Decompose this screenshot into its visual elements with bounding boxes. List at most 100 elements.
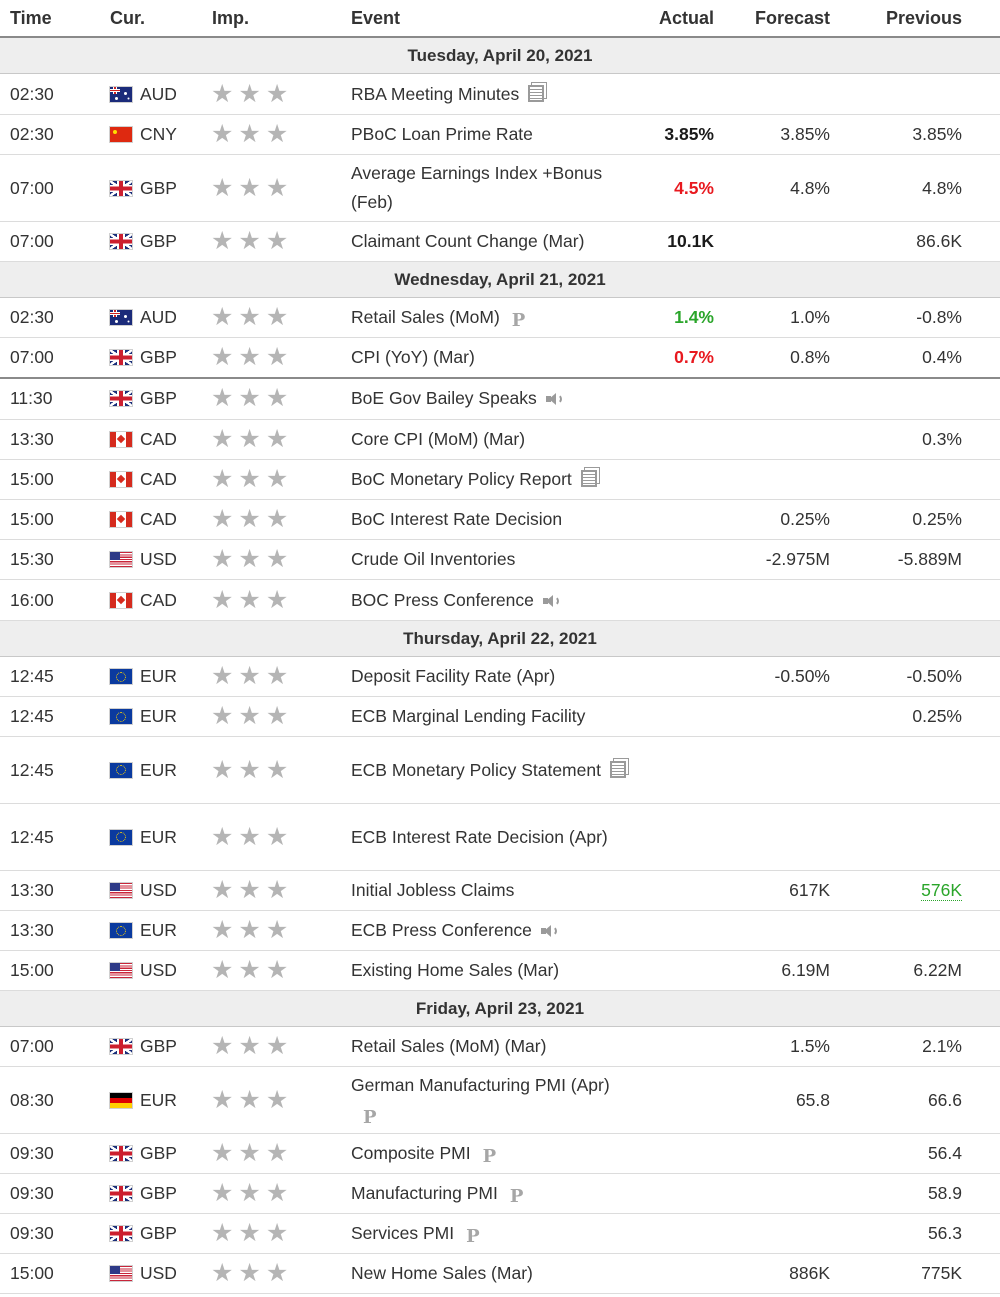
event-name-link[interactable]: BoC Monetary Policy Report xyxy=(351,469,572,489)
event-row[interactable]: 07:00 GBP ★★★ Claimant Count Change (Mar) 10… xyxy=(0,221,1000,262)
previous-value[interactable]: 576K xyxy=(921,880,962,901)
event-row[interactable]: 11:30 GBP ★★★ BoE Gov Bailey Speaks xyxy=(0,377,1000,420)
event-row[interactable]: 15:00 USD ★★★ New Home Sales (Mar) 886K 775K xyxy=(0,1253,1000,1294)
previous-value: 775K xyxy=(921,1263,962,1283)
event-name-link[interactable]: Average Earnings Index +Bonus (Feb) xyxy=(351,163,603,212)
event-name-link[interactable]: PBoC Loan Prime Rate xyxy=(351,124,533,144)
event-name-link[interactable]: Retail Sales (MoM) xyxy=(351,307,500,327)
column-header-currency[interactable]: Cur. xyxy=(100,0,205,38)
event-name-cell[interactable]: ECB Marginal Lending Facility xyxy=(346,696,630,737)
event-row[interactable]: 12:45 EUR ★★★ ECB Marginal Lending Facility… xyxy=(0,696,1000,737)
event-name-link[interactable]: BoE Gov Bailey Speaks xyxy=(351,388,537,409)
event-name-link[interactable]: New Home Sales (Mar) xyxy=(351,1263,533,1283)
event-name-link[interactable]: RBA Meeting Minutes xyxy=(351,83,520,104)
event-row[interactable]: 15:00 CAD ★★★ BoC Monetary Policy Report xyxy=(0,459,1000,500)
actual-cell xyxy=(630,656,720,697)
event-name-link[interactable]: Claimant Count Change (Mar) xyxy=(351,231,585,251)
event-row[interactable]: 02:30 AUD ★★★ Retail Sales (MoM) P 1.4% 1.0% -0… xyxy=(0,297,1000,338)
event-name-link[interactable]: ECB Marginal Lending Facility xyxy=(351,706,586,726)
event-row[interactable]: 02:30 CNY ★★★ PBoC Loan Prime Rate 3.85% 3.85… xyxy=(0,114,1000,155)
row-spacer xyxy=(966,803,1000,871)
flag-gbp-icon xyxy=(110,391,132,407)
event-name-cell[interactable]: ECB Monetary Policy Statement xyxy=(346,736,630,804)
event-name-link[interactable]: Deposit Facility Rate (Apr) xyxy=(351,666,556,686)
event-name-cell[interactable]: Retail Sales (MoM) (Mar) xyxy=(346,1026,630,1067)
previous-value: 0.25% xyxy=(912,509,962,529)
row-spacer xyxy=(966,910,1000,951)
event-name-link[interactable]: ECB Press Conference xyxy=(351,920,532,940)
column-header-actual[interactable]: Actual xyxy=(630,0,720,38)
event-name-cell[interactable]: ECB Press Conference xyxy=(346,910,630,951)
event-time: 07:00 xyxy=(0,337,100,379)
event-name-link[interactable]: Existing Home Sales (Mar) xyxy=(351,960,560,980)
event-row[interactable]: 13:30 USD ★★★ Initial Jobless Claims 617K 576… xyxy=(0,870,1000,911)
event-name-cell[interactable]: New Home Sales (Mar) xyxy=(346,1253,630,1294)
event-row[interactable]: 02:30 AUD ★★★ RBA Meeting Minutes xyxy=(0,73,1000,115)
event-name-link[interactable]: Core CPI (MoM) (Mar) xyxy=(351,429,526,449)
column-header-importance[interactable]: Imp. xyxy=(205,0,346,38)
importance-stars-icon: ★★★ xyxy=(211,585,294,614)
event-name-link[interactable]: Composite PMI xyxy=(351,1143,471,1163)
event-row[interactable]: 07:00 GBP ★★★ CPI (YoY) (Mar) 0.7% 0.8% 0.4% xyxy=(0,337,1000,379)
event-currency: GBP xyxy=(140,177,177,198)
event-name-cell[interactable]: Manufacturing PMI P xyxy=(346,1173,630,1214)
event-name-cell[interactable]: Composite PMI P xyxy=(346,1133,630,1174)
event-row[interactable]: 09:30 GBP ★★★ Services PMI P 56.3 xyxy=(0,1213,1000,1254)
event-name-link[interactable]: Services PMI xyxy=(351,1223,455,1243)
event-name-cell[interactable]: Crude Oil Inventories xyxy=(346,539,630,580)
event-name-cell[interactable]: Core CPI (MoM) (Mar) xyxy=(346,419,630,460)
event-name-cell[interactable]: PBoC Loan Prime Rate xyxy=(346,114,630,155)
event-row[interactable]: 13:30 EUR ★★★ ECB Press Conference xyxy=(0,910,1000,951)
event-name-cell[interactable]: BoC Interest Rate Decision xyxy=(346,499,630,540)
event-name-cell[interactable]: Initial Jobless Claims xyxy=(346,870,630,911)
event-row[interactable]: 07:00 GBP ★★★ Average Earnings Index +Bonus… xyxy=(0,154,1000,222)
event-row[interactable]: 15:30 USD ★★★ Crude Oil Inventories -2.975M -… xyxy=(0,539,1000,580)
event-row[interactable]: 15:00 CAD ★★★ BoC Interest Rate Decision 0.2… xyxy=(0,499,1000,540)
event-row[interactable]: 12:45 EUR ★★★ ECB Interest Rate Decision (A… xyxy=(0,803,1000,871)
forecast-value xyxy=(720,1213,836,1254)
event-name-cell[interactable]: BOC Press Conference xyxy=(346,579,630,621)
event-name-link[interactable]: Manufacturing PMI xyxy=(351,1183,498,1203)
event-currency: EUR xyxy=(140,666,177,686)
event-name-cell[interactable]: Services PMI P xyxy=(346,1213,630,1254)
event-row[interactable]: 09:30 GBP ★★★ Composite PMI P 56.4 xyxy=(0,1133,1000,1174)
event-name-cell[interactable]: CPI (YoY) (Mar) xyxy=(346,337,630,379)
event-name-cell[interactable]: Retail Sales (MoM) P xyxy=(346,297,630,338)
event-name-cell[interactable]: Average Earnings Index +Bonus (Feb) xyxy=(346,154,630,222)
event-name-cell[interactable]: German Manufacturing PMI (Apr) P xyxy=(346,1066,630,1134)
event-row[interactable]: 09:30 GBP ★★★ Manufacturing PMI P 58.9 xyxy=(0,1173,1000,1214)
previous-value: 86.6K xyxy=(916,231,962,251)
event-row[interactable]: 12:45 EUR ★★★ Deposit Facility Rate (Apr) -0… xyxy=(0,656,1000,697)
event-name-cell[interactable]: BoE Gov Bailey Speaks xyxy=(346,377,630,420)
event-row[interactable]: 07:00 GBP ★★★ Retail Sales (MoM) (Mar) 1.5% 2… xyxy=(0,1026,1000,1067)
event-row[interactable]: 16:00 CAD ★★★ BOC Press Conference xyxy=(0,579,1000,621)
event-name-link[interactable]: CPI (YoY) (Mar) xyxy=(351,346,475,367)
event-name-cell[interactable]: ECB Interest Rate Decision (Apr) xyxy=(346,803,630,871)
column-header-event[interactable]: Event xyxy=(346,0,630,38)
event-currency: USD xyxy=(140,1263,177,1283)
forecast-value: 0.25% xyxy=(720,499,836,540)
event-row[interactable]: 08:30 EUR ★★★ German Manufacturing PMI (Apr… xyxy=(0,1066,1000,1134)
event-row[interactable]: 12:45 EUR ★★★ ECB Monetary Policy Statement xyxy=(0,736,1000,804)
event-name-link[interactable]: German Manufacturing PMI (Apr) xyxy=(351,1075,610,1095)
event-name-link[interactable]: BOC Press Conference xyxy=(351,589,534,610)
column-header-forecast[interactable]: Forecast xyxy=(720,0,836,38)
event-name-link[interactable]: ECB Monetary Policy Statement xyxy=(351,759,601,780)
event-name-link[interactable]: ECB Interest Rate Decision (Apr) xyxy=(351,826,608,847)
column-header-previous[interactable]: Previous xyxy=(836,0,966,38)
previous-value: 0.25% xyxy=(912,706,962,726)
event-name-cell[interactable]: Deposit Facility Rate (Apr) xyxy=(346,656,630,697)
event-name-link[interactable]: BoC Interest Rate Decision xyxy=(351,509,563,529)
forecast-value: 4.8% xyxy=(720,154,836,222)
previous-value: -0.50% xyxy=(906,666,962,686)
event-name-cell[interactable]: Claimant Count Change (Mar) xyxy=(346,221,630,262)
event-row[interactable]: 15:00 USD ★★★ Existing Home Sales (Mar) 6.19… xyxy=(0,950,1000,991)
event-name-cell[interactable]: RBA Meeting Minutes xyxy=(346,73,630,115)
event-name-link[interactable]: Crude Oil Inventories xyxy=(351,549,516,569)
event-name-link[interactable]: Retail Sales (MoM) (Mar) xyxy=(351,1036,547,1056)
event-row[interactable]: 13:30 CAD ★★★ Core CPI (MoM) (Mar) 0.3% xyxy=(0,419,1000,460)
event-name-link[interactable]: Initial Jobless Claims xyxy=(351,880,515,900)
column-header-time[interactable]: Time xyxy=(0,0,100,38)
event-name-cell[interactable]: BoC Monetary Policy Report xyxy=(346,459,630,500)
event-name-cell[interactable]: Existing Home Sales (Mar) xyxy=(346,950,630,991)
